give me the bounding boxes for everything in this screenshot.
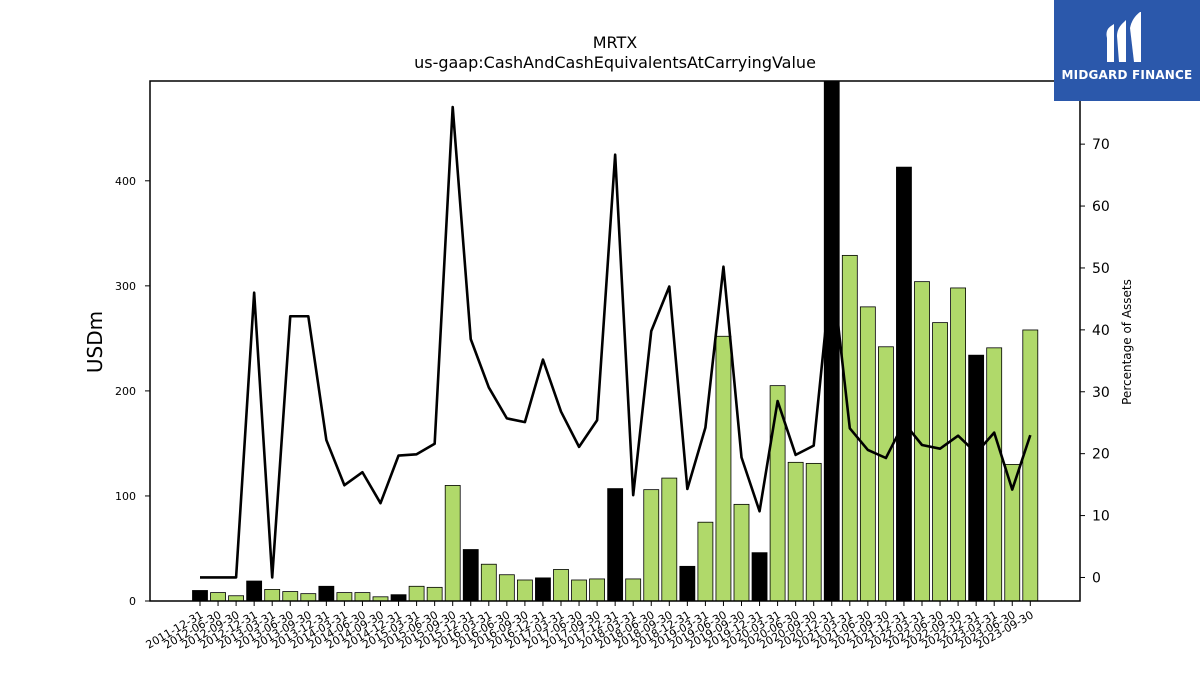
bar-2014-12-31 xyxy=(390,594,407,602)
bar-2012-06-30 xyxy=(210,592,226,602)
y-tick-label-200: 200 xyxy=(115,385,136,398)
bar-2017-03-31 xyxy=(553,569,569,602)
y-tick-label-300: 300 xyxy=(115,280,136,293)
bar-2023-03-31 xyxy=(986,347,1003,602)
bar-2014-03-31 xyxy=(336,592,353,602)
bar-2023-09-30 xyxy=(1022,329,1039,602)
y-tick-label-0: 0 xyxy=(129,595,136,608)
bar-2018-06-30 xyxy=(643,489,660,602)
bar-2015-06-30 xyxy=(426,586,443,602)
bar-2020-12-31 xyxy=(823,80,840,602)
bar-2022-03-31 xyxy=(914,281,930,602)
midgard-finance-logo: MIDGARD FINANCE xyxy=(1054,0,1200,101)
y2-tick-label-70: 70 xyxy=(1092,137,1110,153)
bar-2013-03-31 xyxy=(264,589,281,602)
y-tick-label-400: 400 xyxy=(115,175,136,188)
bar-2022-09-30 xyxy=(950,287,966,602)
bar-2019-12-31 xyxy=(751,552,768,602)
y2-tick-label-30: 30 xyxy=(1092,385,1110,401)
chart-title: MRTX xyxy=(593,33,638,52)
percentage-line xyxy=(200,105,1032,579)
chart-subtitle: us-gaap:CashAndCashEquivalentsAtCarrying… xyxy=(414,53,816,72)
bar-2022-12-31 xyxy=(968,354,985,602)
bar-2016-03-31 xyxy=(480,563,497,602)
bar-2012-12-31 xyxy=(246,580,263,602)
y2-tick-label-50: 50 xyxy=(1092,261,1110,277)
bar-2019-09-30 xyxy=(733,503,750,602)
bar-2022-06-30 xyxy=(932,322,948,602)
y2-tick-label-20: 20 xyxy=(1092,447,1110,463)
bar-2021-06-30 xyxy=(859,306,876,602)
bar-2018-03-31 xyxy=(625,578,642,602)
bar-2017-06-30 xyxy=(571,579,587,602)
bar-2021-12-31 xyxy=(896,166,912,602)
bar-2015-03-31 xyxy=(408,585,425,602)
bar-2021-09-30 xyxy=(878,346,894,602)
y2-axis-label: Percentage of Assets xyxy=(1120,279,1134,405)
bar-2012-09-30 xyxy=(228,595,245,602)
bar-2016-06-30 xyxy=(498,574,515,602)
y-tick-label-100: 100 xyxy=(115,490,136,503)
bar-2011-12-31 xyxy=(192,590,208,602)
bar-2023-06-30 xyxy=(1004,464,1021,602)
bar-2014-06-30 xyxy=(354,592,371,602)
bar-2016-12-31 xyxy=(535,577,551,602)
x-axis: 2011-12-312012-06-302012-09-302012-12-31… xyxy=(144,601,1036,652)
bar-2020-09-30 xyxy=(805,462,822,602)
bar-2017-12-31 xyxy=(607,488,624,602)
bar-2015-09-30 xyxy=(444,485,461,602)
line-series xyxy=(200,105,1032,579)
bar-2020-06-30 xyxy=(787,461,804,602)
logo-text: MIDGARD FINANCE xyxy=(1061,68,1193,82)
y2-tick-label-40: 40 xyxy=(1092,323,1110,339)
y-axis-right: 0 10 20 30 40 50 60 70 xyxy=(1080,137,1110,586)
bar-2018-12-31 xyxy=(679,565,696,602)
y2-tick-label-0: 0 xyxy=(1092,570,1101,586)
bar-2019-03-31 xyxy=(697,521,714,602)
bar-2013-09-30 xyxy=(300,593,317,602)
bar-2013-12-31 xyxy=(318,585,335,602)
y-axis-label: USDm xyxy=(83,311,107,373)
y2-tick-label-60: 60 xyxy=(1092,199,1110,215)
bar-2015-12-31 xyxy=(462,549,479,602)
plot-frame xyxy=(149,80,1081,602)
bar-2013-06-30 xyxy=(282,591,299,602)
bar-2017-09-30 xyxy=(589,578,605,602)
bar-2018-09-30 xyxy=(661,477,678,602)
logo-mark-icon xyxy=(1106,12,1141,62)
bar-2019-06-30 xyxy=(715,335,732,602)
bar-2016-09-30 xyxy=(517,579,533,602)
y-axis-left: 0 100 200 300 400 xyxy=(115,175,150,608)
y2-tick-label-10: 10 xyxy=(1092,509,1110,525)
